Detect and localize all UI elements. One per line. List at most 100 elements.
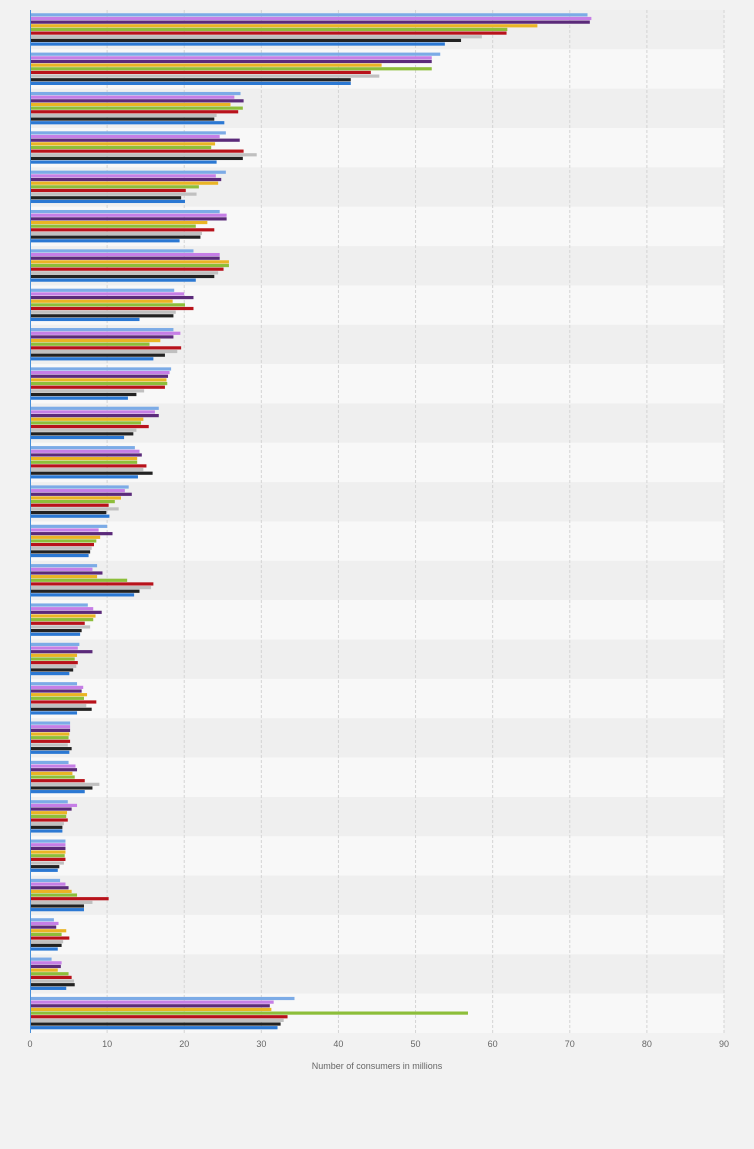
bar	[30, 790, 85, 794]
bar	[30, 213, 227, 217]
bar	[30, 134, 220, 139]
bar	[30, 435, 125, 440]
bar	[30, 20, 590, 24]
category-band	[30, 600, 724, 640]
bar	[30, 149, 244, 153]
bar	[30, 13, 588, 17]
bar	[30, 843, 66, 847]
bar	[30, 571, 103, 575]
category-band	[30, 718, 724, 758]
bar	[30, 1011, 468, 1015]
bar	[30, 267, 224, 271]
bar	[30, 271, 219, 275]
x-tick-label: 70	[565, 1039, 575, 1049]
bar	[30, 56, 432, 60]
bar	[30, 932, 62, 937]
bar	[30, 696, 84, 700]
bar	[30, 335, 174, 339]
x-tick-label: 30	[256, 1039, 266, 1049]
bar	[30, 593, 135, 597]
bar	[30, 857, 66, 861]
bar	[30, 492, 132, 496]
bar	[30, 846, 66, 851]
bar	[30, 782, 100, 786]
bar	[30, 235, 201, 239]
bar	[30, 263, 229, 268]
bar	[30, 868, 58, 872]
bar	[30, 292, 185, 296]
bar	[30, 668, 74, 672]
bar	[30, 811, 68, 815]
bar	[30, 1007, 272, 1012]
bar	[30, 986, 67, 990]
bar	[30, 95, 235, 99]
bar	[30, 52, 441, 56]
bar	[30, 374, 169, 378]
bar	[30, 421, 142, 425]
bar	[30, 99, 244, 103]
category-band	[30, 796, 724, 837]
bar	[30, 908, 84, 912]
bar	[30, 528, 99, 532]
bar	[30, 739, 71, 743]
bar	[30, 220, 208, 225]
category-band	[30, 521, 724, 561]
bar	[30, 328, 174, 332]
bar	[30, 760, 69, 765]
bar	[30, 131, 226, 135]
bar	[30, 156, 243, 161]
bar	[30, 682, 78, 686]
bar	[30, 432, 134, 436]
bar	[30, 453, 142, 457]
bar	[30, 1004, 270, 1008]
bar	[30, 378, 167, 382]
bar	[30, 389, 145, 393]
bar	[30, 117, 215, 121]
bar	[30, 582, 154, 586]
bar	[30, 589, 140, 593]
bar	[30, 489, 125, 493]
bar	[30, 979, 74, 983]
bar	[30, 457, 138, 461]
bar	[30, 621, 85, 625]
bar	[30, 925, 57, 929]
bar	[30, 996, 295, 1001]
bar	[30, 578, 128, 582]
x-tick-label: 50	[411, 1039, 421, 1049]
bar	[30, 567, 93, 571]
bar	[30, 904, 84, 908]
bar	[30, 288, 175, 292]
bar	[30, 342, 150, 346]
bar	[30, 231, 202, 236]
x-tick-label: 0	[27, 1039, 32, 1049]
bar	[30, 310, 176, 314]
x-tick-label: 60	[488, 1039, 498, 1049]
bar	[30, 803, 78, 808]
bar	[30, 539, 97, 543]
bar	[30, 357, 154, 361]
bar	[30, 63, 382, 67]
bar	[30, 921, 59, 926]
category-band	[30, 403, 724, 443]
bar	[30, 614, 96, 618]
bar	[30, 685, 84, 689]
bar	[30, 882, 66, 886]
bar	[30, 507, 119, 511]
bar	[30, 983, 75, 987]
bar	[30, 610, 102, 614]
category-band	[30, 560, 724, 601]
bar	[30, 188, 186, 193]
bar	[30, 693, 88, 697]
bar	[30, 975, 72, 980]
bar	[30, 67, 432, 71]
category-band	[30, 875, 724, 915]
bar	[30, 779, 85, 783]
bar	[30, 664, 77, 668]
bar	[30, 485, 129, 489]
bar	[30, 346, 182, 350]
bar	[30, 886, 69, 890]
x-tick-label: 40	[333, 1039, 343, 1049]
bar	[30, 918, 54, 922]
bar	[30, 550, 91, 554]
bar	[30, 825, 63, 829]
